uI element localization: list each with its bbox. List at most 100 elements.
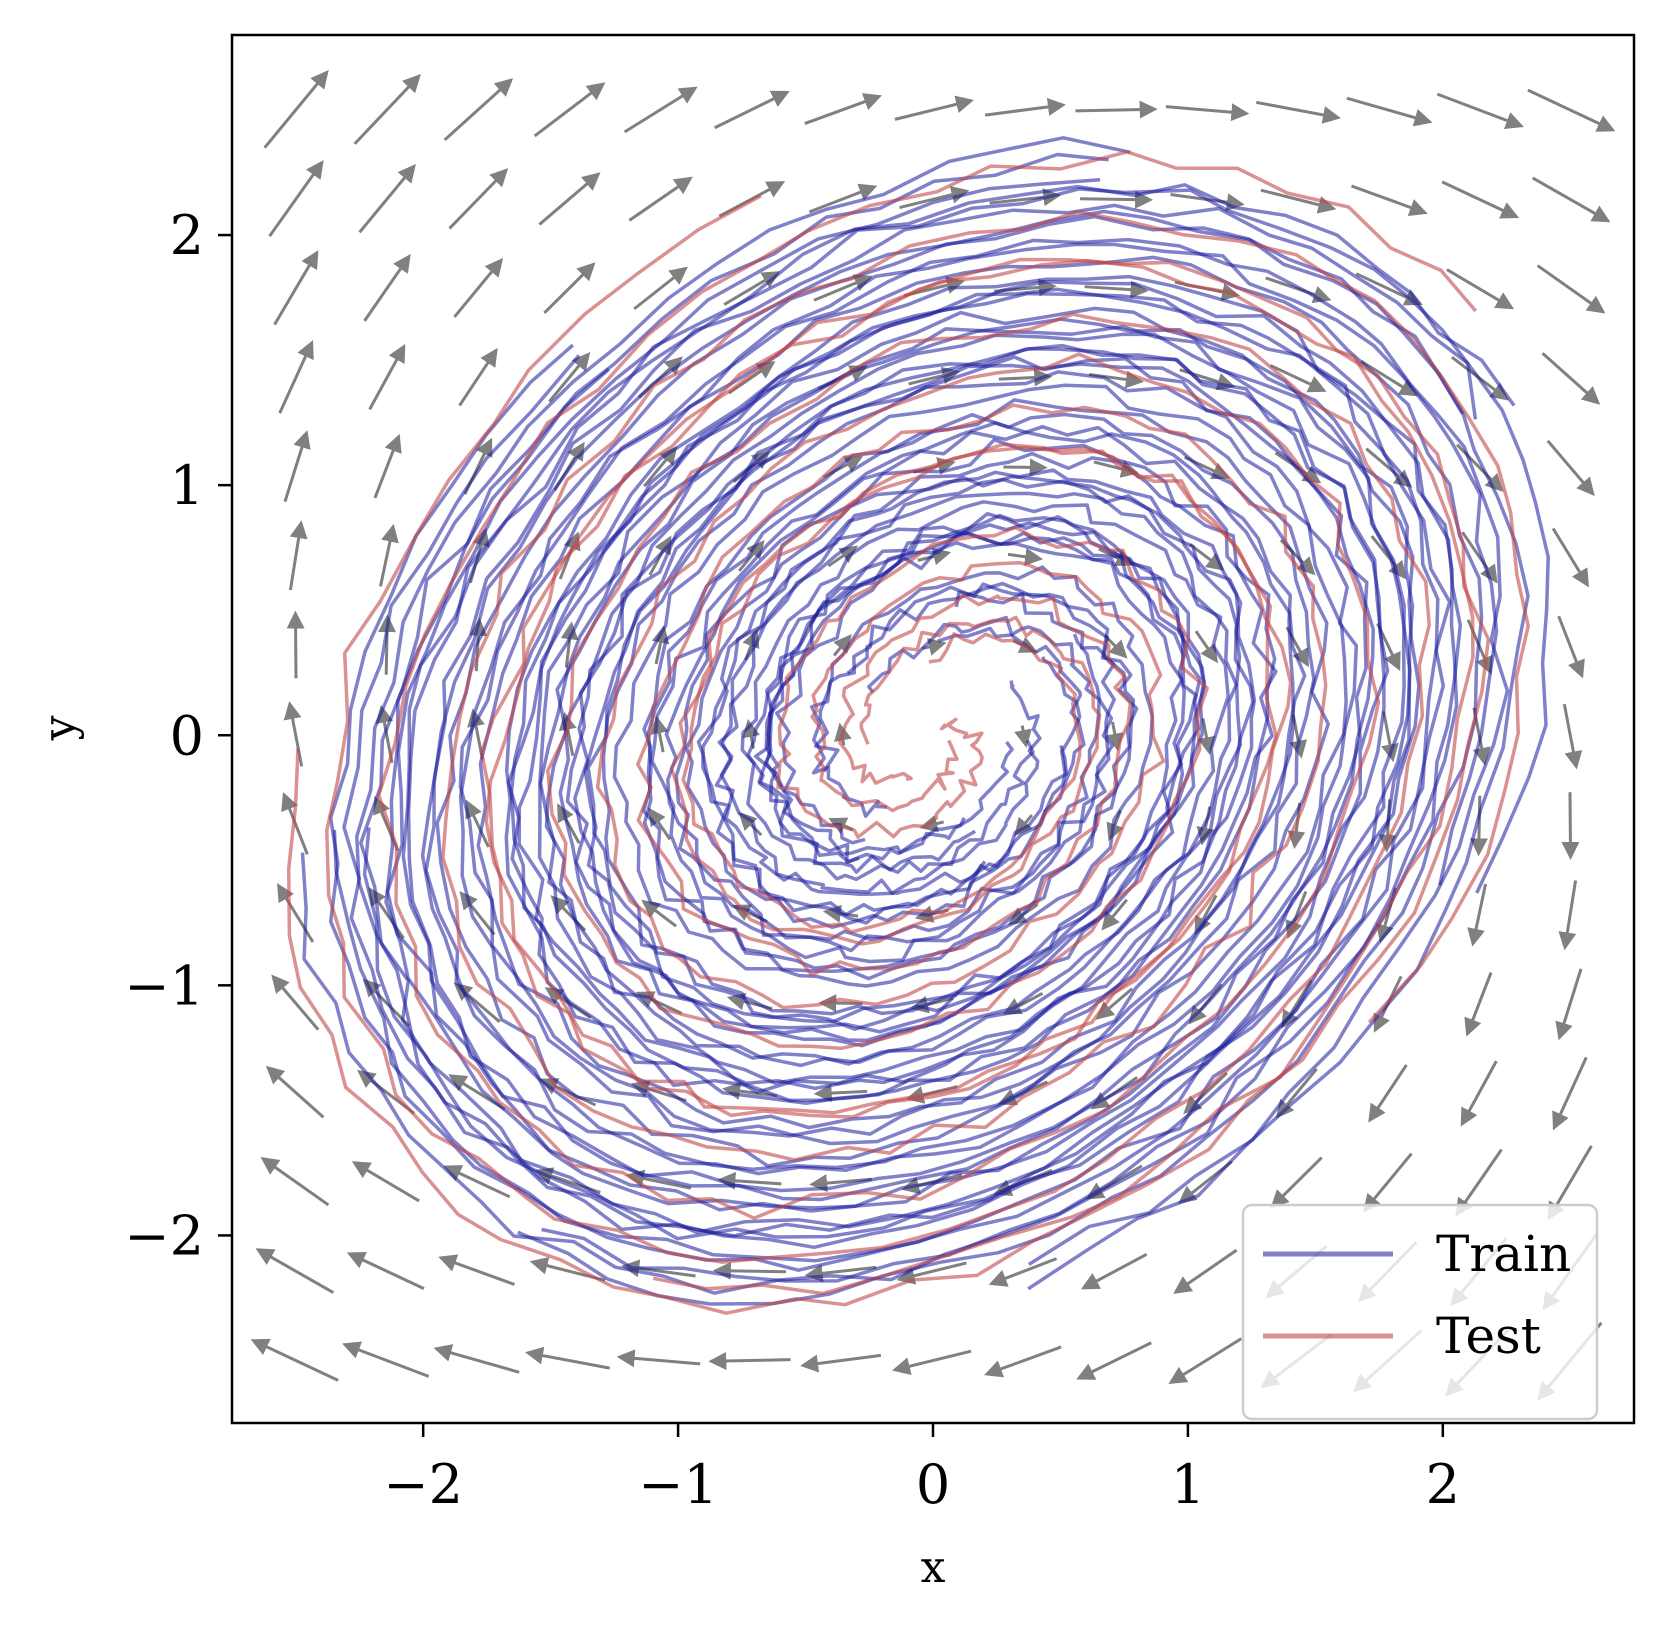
field-arrow xyxy=(899,185,970,210)
field-arrow xyxy=(1080,1253,1148,1290)
field-arrow xyxy=(1014,725,1032,748)
legend: Train Test xyxy=(1241,1203,1599,1421)
x-tick-label: −2 xyxy=(383,1453,463,1516)
field-arrow xyxy=(277,883,315,943)
field-arrow xyxy=(1101,898,1128,931)
field-arrow xyxy=(1555,968,1583,1041)
field-arrow xyxy=(453,258,504,318)
field-arrow xyxy=(1531,176,1611,223)
field-arrow xyxy=(988,1257,1058,1287)
field-arrow xyxy=(1541,352,1601,405)
field-arrow xyxy=(1194,630,1218,664)
field-arrow xyxy=(623,86,698,134)
field-arrow xyxy=(351,1161,420,1203)
field-arrow xyxy=(273,250,319,326)
y-tick-label: 1 xyxy=(170,454,204,517)
field-arrow xyxy=(543,262,596,315)
field-arrow xyxy=(1562,703,1583,770)
field-arrow xyxy=(1080,190,1154,209)
test-trajectory xyxy=(376,150,1478,1220)
field-arrow xyxy=(712,1261,786,1280)
field-arrow xyxy=(265,1065,325,1119)
field-arrow xyxy=(459,890,496,936)
train-trajectory xyxy=(300,280,1463,1295)
x-tick-label: 1 xyxy=(1171,1453,1205,1516)
field-arrow xyxy=(560,621,579,668)
field-arrow xyxy=(717,1171,782,1190)
field-arrow xyxy=(832,634,852,657)
field-arrow xyxy=(813,1084,868,1102)
field-arrow xyxy=(984,97,1066,117)
field-arrow xyxy=(625,1169,692,1190)
field-arrow xyxy=(525,1346,610,1370)
field-arrow xyxy=(648,807,672,841)
x-tick-label: 0 xyxy=(916,1453,950,1516)
field-arrow xyxy=(1558,880,1578,951)
field-arrow xyxy=(363,254,411,322)
legend-label-test: Test xyxy=(1436,1307,1541,1365)
field-arrow xyxy=(1084,280,1149,299)
field-arrow xyxy=(1527,88,1616,132)
field-arrow xyxy=(548,352,591,403)
train-trajectory xyxy=(355,136,1406,1238)
field-arrow xyxy=(465,799,490,848)
field-arrow xyxy=(800,1353,882,1373)
field-arrow xyxy=(1095,987,1134,1020)
field-arrow xyxy=(533,82,606,138)
field-arrow xyxy=(1256,100,1341,124)
field-arrow xyxy=(346,1251,425,1290)
field-arrow xyxy=(1362,1152,1413,1213)
train-trajectory xyxy=(458,237,1510,1266)
field-arrow xyxy=(278,340,314,414)
field-arrow xyxy=(641,899,677,928)
field-arrow xyxy=(373,433,402,499)
field-arrow xyxy=(281,792,309,855)
test-trajectory xyxy=(441,210,1530,1162)
field-arrow xyxy=(1007,547,1044,566)
field-arrow xyxy=(1446,268,1515,310)
y-tick-label: −1 xyxy=(124,954,204,1017)
field-arrow xyxy=(378,523,399,587)
field-arrow xyxy=(984,1345,1062,1378)
field-arrow xyxy=(1270,1156,1323,1209)
field-arrow xyxy=(1346,96,1433,127)
field-arrow xyxy=(633,266,688,311)
field-arrow xyxy=(1260,188,1337,214)
train-trajectory xyxy=(401,183,1516,1202)
field-arrow xyxy=(286,610,305,679)
train-trajectory xyxy=(406,187,1550,1193)
field-arrow xyxy=(263,70,329,149)
field-arrow xyxy=(1197,718,1216,756)
train-trajectory xyxy=(385,178,1390,1213)
field-arrow xyxy=(1436,92,1524,130)
field-arrow xyxy=(433,1344,520,1374)
field-arrow xyxy=(813,274,873,302)
field-arrow xyxy=(1165,103,1250,122)
field-arrow xyxy=(1105,721,1124,752)
field-arrow xyxy=(1467,883,1488,947)
y-tick-label: 2 xyxy=(170,204,204,267)
y-tick-label: −2 xyxy=(124,1204,204,1267)
field-arrow xyxy=(722,1082,778,1100)
field-arrow xyxy=(358,164,416,234)
field-arrow xyxy=(1441,180,1520,219)
field-arrow xyxy=(438,1254,516,1286)
field-arrow xyxy=(892,1349,972,1375)
field-arrow xyxy=(804,93,882,126)
field-arrow xyxy=(443,78,514,142)
field-arrow xyxy=(921,638,947,656)
field-arrow xyxy=(808,183,878,214)
x-tick-label: 2 xyxy=(1426,1453,1460,1516)
field-arrow xyxy=(1455,1148,1503,1217)
x-tick-label: −1 xyxy=(638,1453,718,1516)
train-trajectory xyxy=(384,343,1386,1210)
trajectories xyxy=(286,136,1550,1315)
field-arrow xyxy=(1460,1060,1498,1127)
field-arrow xyxy=(1551,527,1589,588)
field-arrow xyxy=(1173,1248,1238,1294)
x-axis-ticks: −2 −1 0 1 2 xyxy=(383,1423,1460,1516)
field-arrow xyxy=(283,701,304,767)
train-trajectory xyxy=(359,152,1412,1235)
field-arrow xyxy=(268,160,324,238)
